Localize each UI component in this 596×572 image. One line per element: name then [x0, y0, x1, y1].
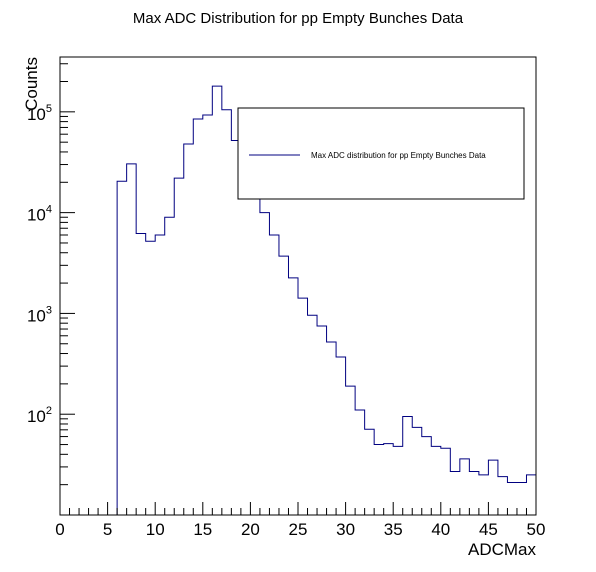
x-tick-label: 35 — [384, 520, 403, 539]
x-tick-label: 5 — [103, 520, 112, 539]
y-tick-label: 104 — [27, 204, 52, 225]
x-tick-label: 0 — [55, 520, 64, 539]
x-axis-title: ADCMax — [468, 540, 537, 559]
x-axis-ticks: 0 5 10 15 20 25 30 35 40 45 50 — [55, 502, 545, 539]
x-tick-label: 45 — [479, 520, 498, 539]
x-tick-label: 10 — [146, 520, 165, 539]
y-tick-label: 105 — [27, 103, 52, 124]
histogram-series-line — [116, 85, 536, 515]
y-axis-title: Counts — [22, 57, 41, 111]
y-tick-label: 102 — [27, 405, 52, 426]
histogram-series-group — [116, 85, 536, 515]
legend-box — [237, 107, 525, 200]
x-tick-label: 40 — [431, 520, 450, 539]
legend-label: Max ADC distribution for pp Empty Bunche… — [311, 151, 486, 160]
x-tick-label: 50 — [527, 520, 546, 539]
y-tick-label: 103 — [27, 304, 52, 325]
y-axis-ticks: 102 103 104 105 — [27, 63, 75, 516]
x-tick-label: 25 — [289, 520, 308, 539]
x-tick-label: 30 — [336, 520, 355, 539]
x-tick-label: 20 — [241, 520, 260, 539]
legend: Max ADC distribution for pp Empty Bunche… — [237, 107, 525, 200]
x-tick-label: 15 — [193, 520, 212, 539]
chart-title: Max ADC Distribution for pp Empty Bunche… — [132, 10, 464, 27]
